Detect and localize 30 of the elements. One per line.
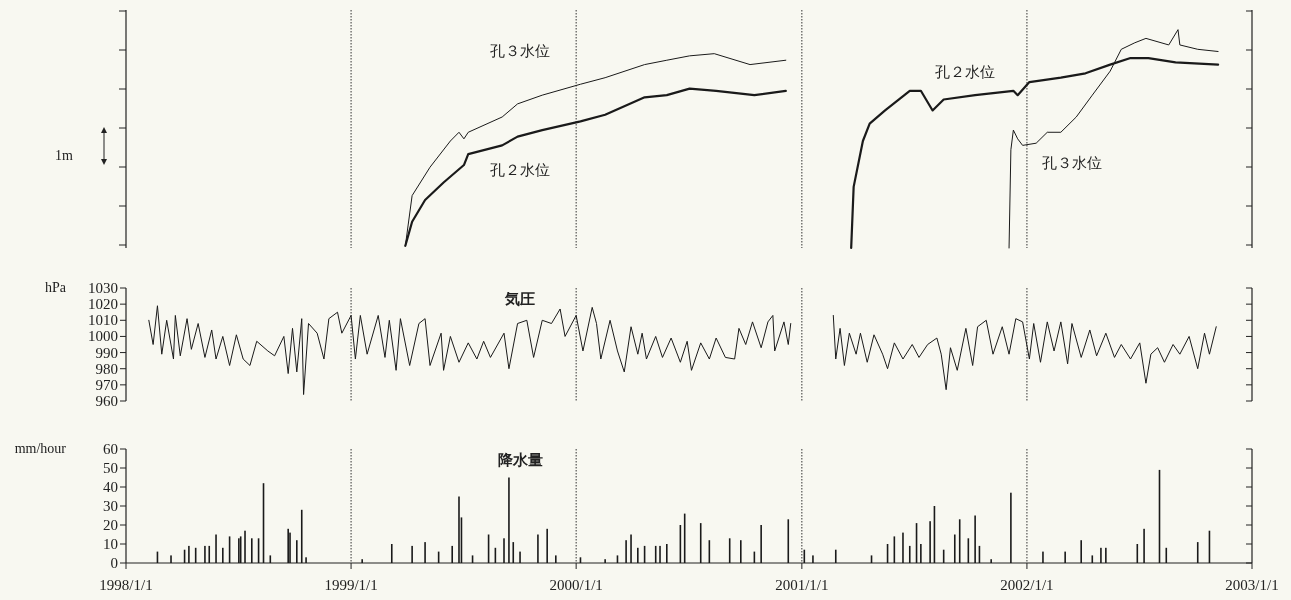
- y-tick-label: 0: [110, 555, 118, 571]
- y-tick-label: 1000: [88, 328, 118, 345]
- chart-title: 降水量: [497, 451, 543, 469]
- y-tick-label: 60: [103, 441, 118, 457]
- annotation: 孔３水位: [1042, 154, 1102, 172]
- y-tick-label: 20: [103, 517, 118, 533]
- chart-title: 気圧: [504, 290, 536, 308]
- x-tick-label: 2002/1/1: [1000, 577, 1054, 593]
- y-tick-label: 980: [95, 360, 118, 377]
- y-tick-label: 1020: [88, 296, 118, 313]
- x-tick-label: 1999/1/1: [324, 577, 378, 593]
- y-tick-label: 1010: [88, 312, 118, 329]
- y-tick-label: 10: [103, 536, 118, 552]
- y-tick-label: 960: [95, 393, 118, 409]
- y-tick-label: 970: [95, 376, 118, 393]
- y-tick-label: 40: [103, 479, 118, 495]
- annotation: 孔３水位: [490, 42, 550, 60]
- y-tick-label: 1030: [88, 280, 118, 296]
- x-tick-label: 2001/1/1: [775, 577, 829, 593]
- y-tick-label: 50: [103, 460, 118, 476]
- x-tick-label: 2003/1/1: [1225, 577, 1279, 593]
- text: 1m: [55, 148, 74, 163]
- y-axis-title: hPa: [45, 280, 67, 295]
- x-tick-label: 1998/1/1: [99, 577, 153, 593]
- annotation: 孔２水位: [490, 161, 550, 179]
- x-tick-label: 2000/1/1: [549, 577, 603, 593]
- y-axis-title: mm/hour: [14, 441, 67, 456]
- y-tick-label: 30: [103, 498, 118, 514]
- y-tick-label: 990: [95, 344, 118, 361]
- annotation: 孔２水位: [935, 63, 995, 81]
